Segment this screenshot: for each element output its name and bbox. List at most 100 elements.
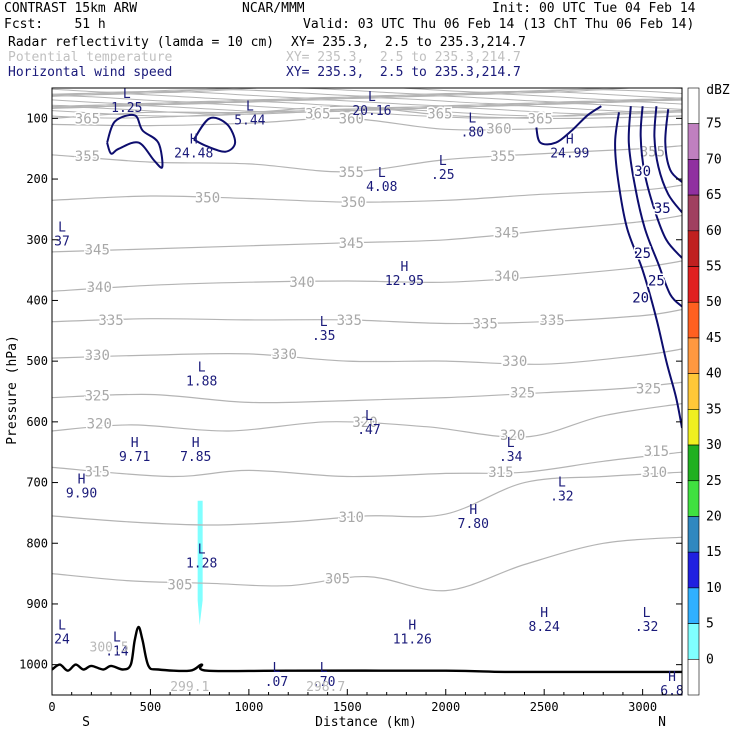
colorbar-tick-label: 65 bbox=[706, 188, 722, 203]
x-tick-label: 1500 bbox=[333, 700, 362, 714]
theta-contour-325 bbox=[52, 381, 682, 404]
theta-contour-label: 340 bbox=[87, 280, 112, 296]
theta-contour-label: 355 bbox=[75, 149, 100, 165]
y-tick-label: 800 bbox=[26, 536, 48, 550]
wind-min-marker: L bbox=[378, 166, 386, 181]
wind-min-marker: L bbox=[198, 542, 206, 557]
wind-min-marker: L bbox=[468, 111, 476, 126]
terrain-layer bbox=[52, 625, 682, 674]
init-time: Init: 00 UTC Tue 04 Feb 14 bbox=[492, 1, 696, 16]
wind-min-marker: L bbox=[320, 661, 328, 676]
wind-min-marker: L bbox=[113, 630, 121, 645]
theta-contour-label: 365 bbox=[305, 106, 330, 122]
theta-contour-label: 335 bbox=[539, 313, 564, 329]
wind-min-marker: L bbox=[558, 476, 566, 491]
colorbar-swatch bbox=[687, 123, 700, 160]
wind-min-marker: L bbox=[58, 221, 66, 236]
wind-extremum-value: .07 bbox=[265, 675, 288, 690]
wind-min-marker: L bbox=[368, 90, 376, 105]
colorbar-swatch bbox=[687, 301, 700, 339]
colorbar-tick-label: 55 bbox=[706, 260, 722, 275]
wind-contour-label: 25 bbox=[648, 273, 665, 289]
wind-extremum-value: 11.26 bbox=[393, 632, 432, 647]
wind-extremum-value: .14 bbox=[105, 644, 129, 659]
wind-extremum-value: .47 bbox=[357, 423, 380, 438]
theta-contour-label: 360 bbox=[486, 122, 511, 138]
wind-extremum-value: 1.88 bbox=[186, 374, 217, 389]
colorbar-tick-label: 25 bbox=[706, 474, 722, 489]
colorbar-swatch bbox=[687, 87, 700, 125]
wind-extremum-value: .25 bbox=[431, 168, 454, 183]
theta-contour-label: 355 bbox=[640, 145, 665, 161]
colorbar-swatch bbox=[687, 337, 700, 374]
x-tick-label: 3000 bbox=[628, 700, 657, 714]
theta-contour-label: 350 bbox=[195, 190, 220, 206]
colorbar-swatch bbox=[687, 587, 700, 624]
stratosphere-isentrope bbox=[52, 110, 682, 119]
wind-extremum-value: 6.8 bbox=[660, 684, 683, 699]
theta-contour-label: 335 bbox=[472, 317, 497, 333]
wind-max-marker: H bbox=[566, 133, 574, 148]
y-axis-label: Pressure (hPa) bbox=[5, 335, 20, 445]
theta-contour-320 bbox=[52, 403, 682, 438]
theta-contour-340 bbox=[52, 260, 682, 292]
wind-min-marker: L bbox=[198, 360, 206, 375]
wind-extremum-value: 9.71 bbox=[119, 450, 150, 465]
theta-contour-label: 315 bbox=[644, 444, 669, 460]
colorbar-tick-label: 60 bbox=[706, 224, 722, 239]
wind-contour bbox=[535, 105, 602, 146]
radar-echo bbox=[197, 500, 203, 626]
y-tick-label: 200 bbox=[26, 172, 48, 186]
wind-max-marker: H bbox=[78, 473, 86, 488]
x-tick-label: 2000 bbox=[431, 700, 460, 714]
theta-contour-335 bbox=[52, 309, 682, 325]
colorbar-swatch bbox=[687, 373, 700, 410]
axes: 0 500 1000 1500 2000 2500 3000 100 200 300 400 500 6… bbox=[19, 111, 682, 714]
wind-max-marker: H bbox=[540, 606, 548, 621]
wind-min-marker: L bbox=[273, 661, 281, 676]
surface-theta-label: 298.7 bbox=[306, 680, 345, 695]
wind-min-marker: L bbox=[58, 618, 66, 633]
theta-contour-label: 330 bbox=[85, 348, 110, 364]
wind-max-marker: H bbox=[408, 618, 416, 633]
colorbar-tick-label: 5 bbox=[706, 617, 714, 632]
wind-extremum-value: .35 bbox=[312, 329, 335, 344]
y-tick-label: 900 bbox=[26, 597, 48, 611]
wind-extremum-value: 9.90 bbox=[66, 487, 97, 502]
wind-contour-30 bbox=[639, 106, 682, 259]
wind-extremum-value: 7.85 bbox=[180, 450, 211, 465]
wind-contour-20 bbox=[614, 112, 682, 429]
wind-contour-label: 20 bbox=[632, 290, 649, 306]
y-tick-label: 400 bbox=[26, 293, 48, 307]
y-tick-label: 600 bbox=[26, 415, 48, 429]
model-title: CONTRAST 15km ARW bbox=[4, 1, 138, 16]
colorbar-tick-label: 45 bbox=[706, 331, 722, 346]
theta-contour-label: 335 bbox=[337, 313, 362, 329]
theta-contour-label: 325 bbox=[636, 381, 661, 397]
colorbar-swatch bbox=[687, 623, 700, 660]
wind-extremum-value: .34 bbox=[499, 450, 523, 465]
forecast-hour: Fcst: 51 h bbox=[4, 17, 106, 32]
stratosphere-isentrope bbox=[52, 98, 682, 107]
wind-contour-label: 35 bbox=[654, 201, 671, 217]
wind-extremum-value: 1.28 bbox=[186, 556, 217, 571]
wind-contour-label: 30 bbox=[634, 164, 651, 180]
colorbar-tick-label: 40 bbox=[706, 367, 722, 382]
wind-extremum-value: 7.80 bbox=[458, 517, 489, 532]
wind-max-marker: H bbox=[469, 503, 477, 518]
theta-contour-label: 345 bbox=[85, 242, 110, 258]
colorbar-swatch bbox=[687, 194, 700, 232]
theta-contour-label: 365 bbox=[75, 111, 100, 127]
wind-extremum-value: 24.99 bbox=[550, 147, 589, 162]
theta-contour-label: 320 bbox=[352, 415, 377, 431]
colorbar-tick-label: 10 bbox=[706, 581, 722, 596]
wind-contour bbox=[664, 109, 682, 183]
surface-theta-label: 300.5 bbox=[90, 641, 129, 656]
field-radar-xy: XY= 235.3, 2.5 to 235.3,214.7 bbox=[291, 35, 526, 50]
x-tick-label: 1000 bbox=[234, 700, 263, 714]
wind-contour bbox=[106, 113, 164, 169]
field-theta-name: Potential temperature bbox=[8, 50, 173, 65]
wind-extremum-value: 37 bbox=[54, 235, 70, 250]
